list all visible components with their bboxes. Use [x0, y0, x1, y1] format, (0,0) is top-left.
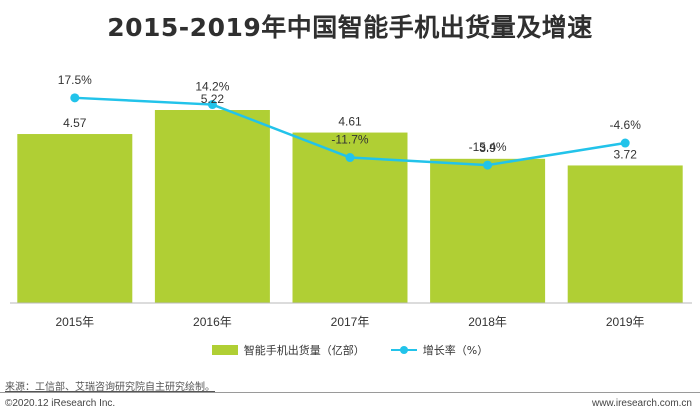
bar-value-label: 5.22	[201, 92, 225, 106]
bar-4	[430, 158, 546, 303]
growth-value-label: -11.7%	[331, 133, 368, 147]
growth-point-5	[620, 138, 630, 148]
bar-1	[17, 134, 133, 303]
bar-value-label: 3.72	[614, 147, 638, 161]
growth-point-4	[483, 160, 493, 170]
bar-value-label: 4.57	[63, 116, 87, 130]
growth-value-label: 17.5%	[58, 73, 92, 87]
x-tick-label: 2017年	[331, 315, 370, 329]
legend-shipments-label: 智能手机出货量（亿部）	[243, 344, 365, 357]
x-tick-label: 2019年	[606, 315, 645, 329]
growth-value-label: 14.2%	[195, 80, 229, 94]
growth-point-3	[345, 153, 355, 163]
legend-bar-swatch	[211, 345, 238, 355]
growth-value-label: -4.6%	[610, 118, 642, 132]
website-link[interactable]: www.iresearch.com.cn	[591, 398, 692, 409]
x-tick-label: 2016年	[193, 315, 232, 329]
copyright: ©2020.12 iResearch Inc.	[5, 398, 116, 409]
x-tick-label: 2018年	[468, 315, 507, 329]
growth-line-layer	[70, 93, 630, 170]
legend-item-growth: 增长率（%）	[390, 342, 489, 358]
bar-5	[567, 165, 683, 303]
growth-point-2	[207, 100, 217, 110]
legend-line-swatch	[390, 345, 417, 355]
growth-point-1	[70, 93, 80, 103]
x-tick-label: 2015年	[55, 315, 94, 329]
bar-2	[154, 110, 270, 303]
growth-value-label: -15.4%	[469, 140, 507, 154]
chart-plot: 4.57 2015年 5.22 2016年 4.61 2017年 3.9 2018年 3.72 2…	[10, 73, 692, 329]
labels-layer: 4.57 2015年 5.22 2016年 4.61 2017年 3.9 2018年 3.72 2…	[55, 73, 644, 329]
legend-growth-label: 增长率（%）	[422, 344, 489, 357]
chart-title: 2015-2019年中国智能手机出货量及增速	[107, 13, 593, 42]
bar-value-label: 3.9	[479, 141, 496, 155]
legend-item-shipments: 智能手机出货量（亿部）	[211, 342, 365, 358]
legend: 智能手机出货量（亿部） 增长率（%）	[0, 342, 700, 358]
source-note: 来源：工信部、艾瑞咨询研究院自主研究绘制。	[5, 382, 215, 393]
bar-value-label: 4.61	[338, 115, 362, 129]
footer-divider	[0, 392, 700, 393]
